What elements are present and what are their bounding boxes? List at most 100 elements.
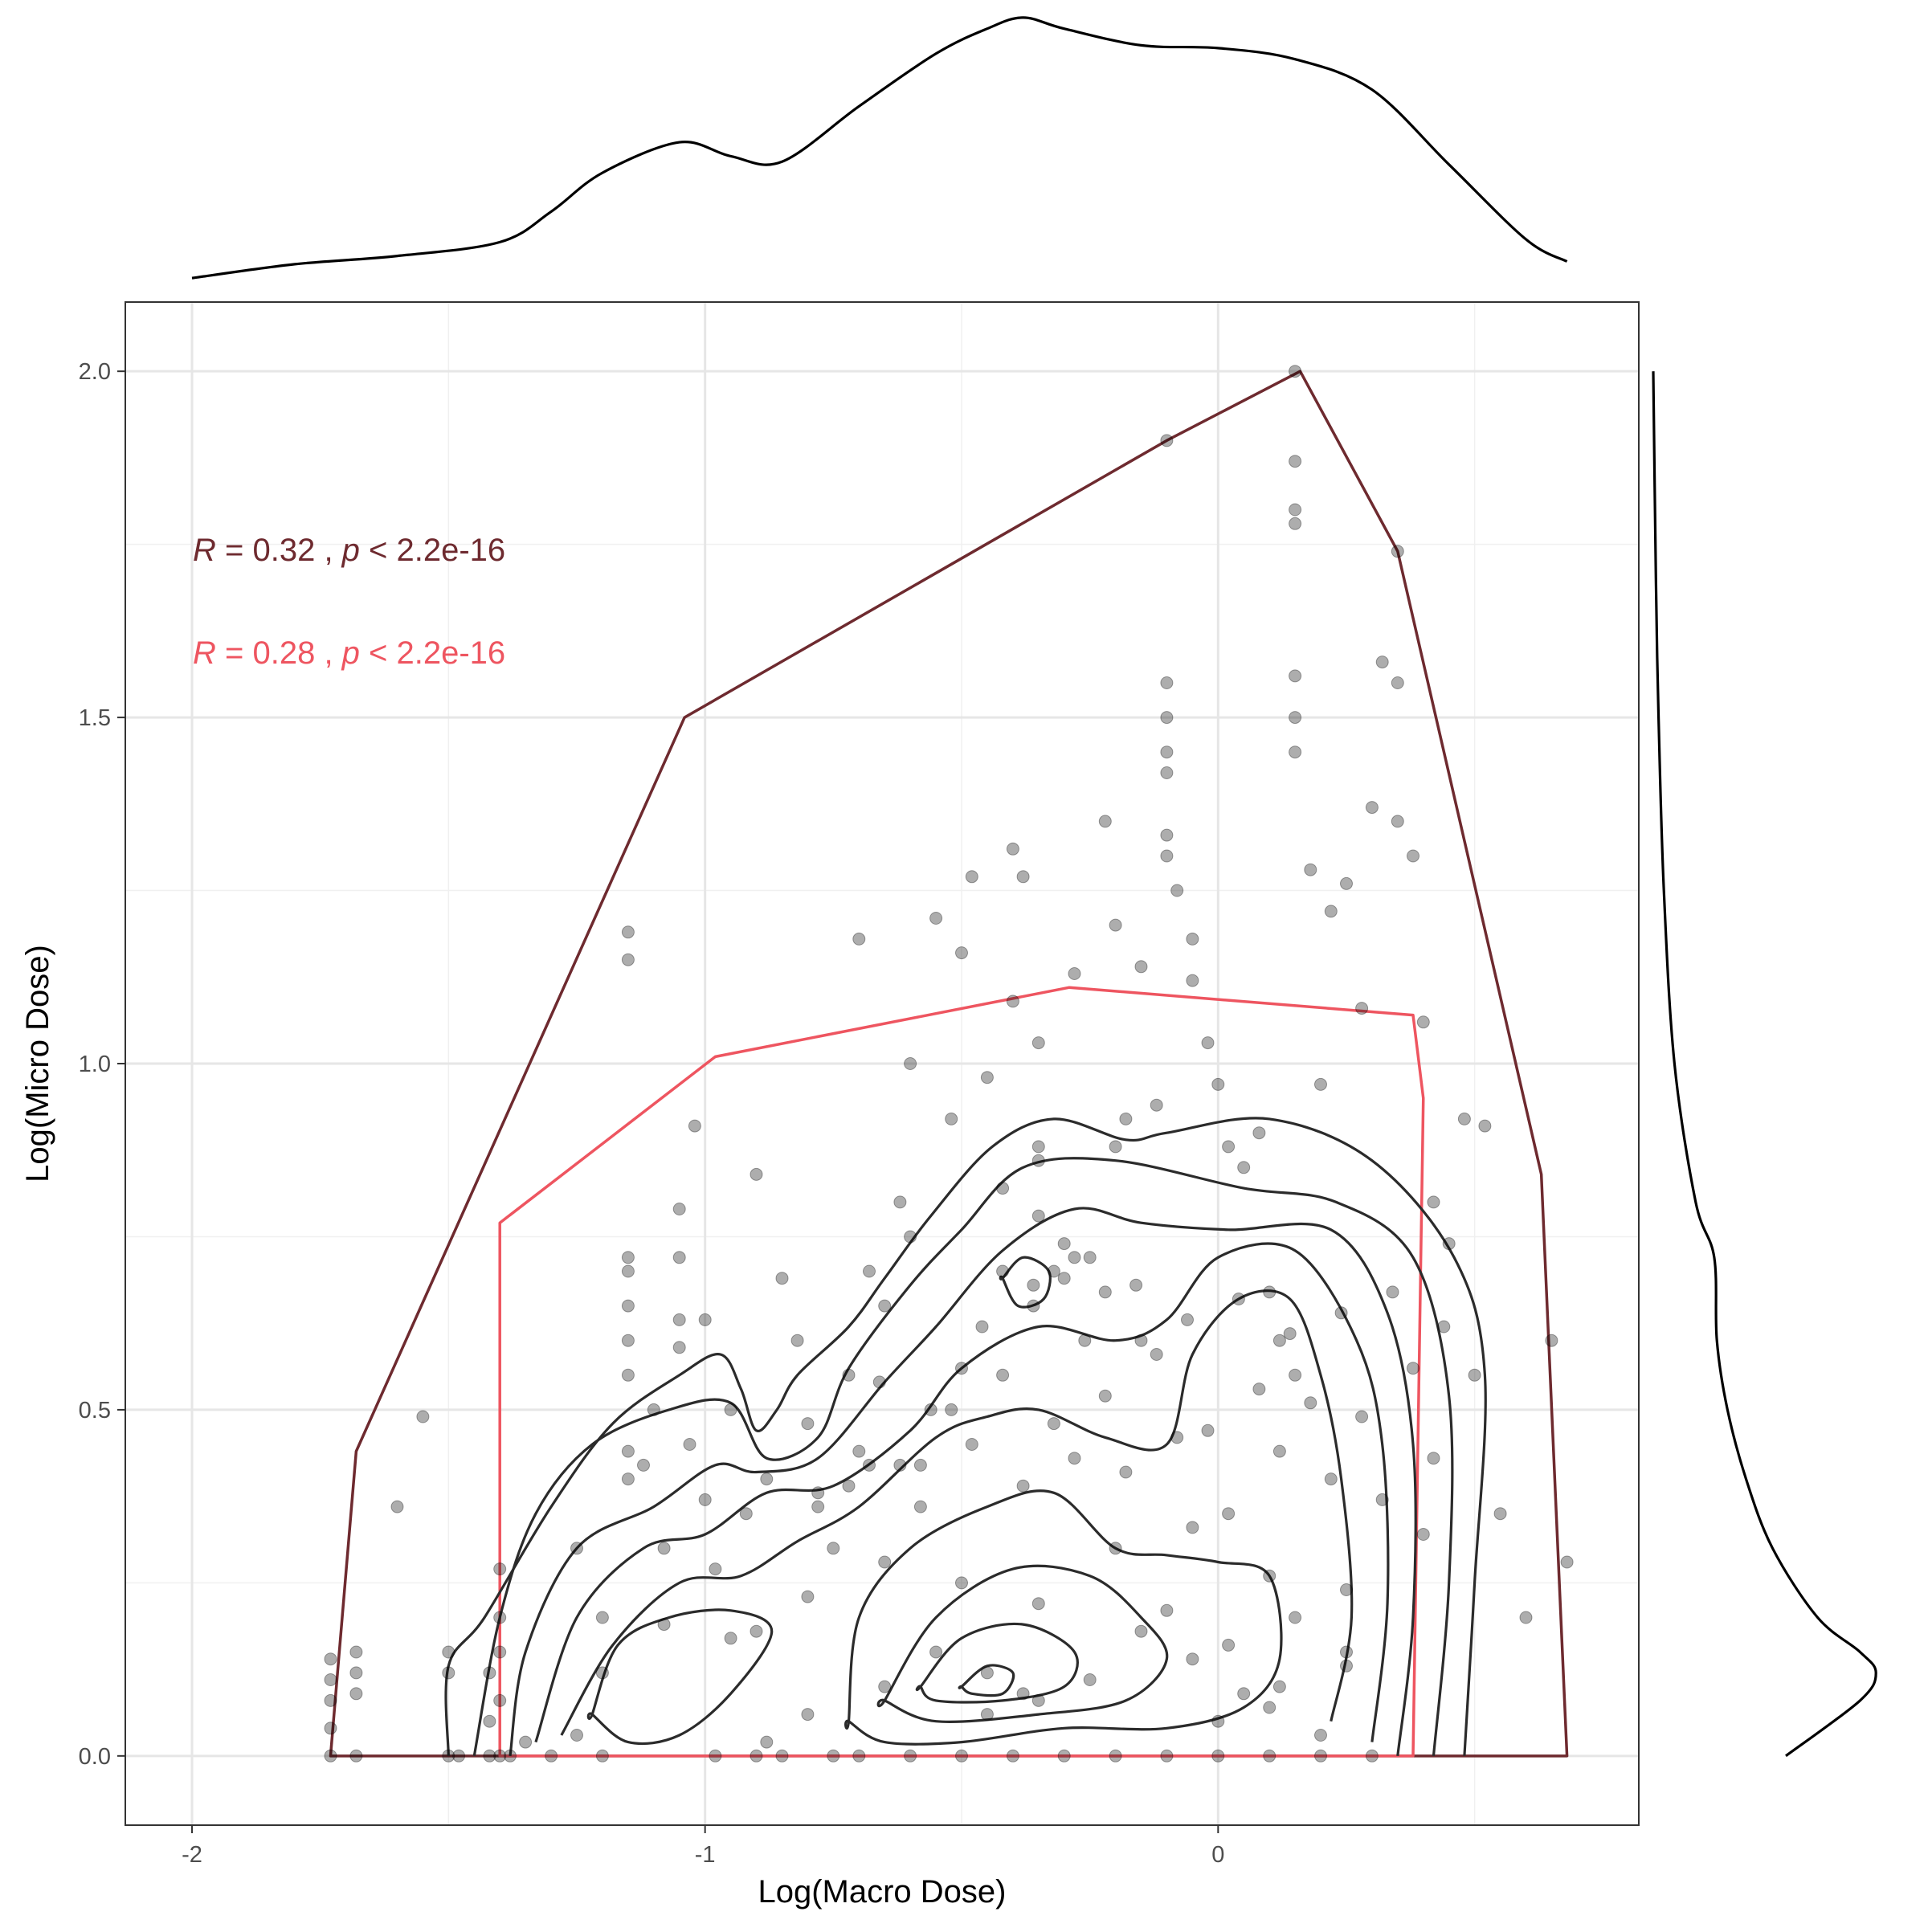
scatter-point bbox=[975, 1320, 989, 1334]
scatter-point bbox=[1006, 1749, 1019, 1762]
scatter-point bbox=[1272, 1444, 1286, 1458]
scatter-point bbox=[1304, 863, 1317, 876]
scatter-point bbox=[493, 1562, 507, 1576]
scatter-point bbox=[1006, 995, 1019, 1008]
scatter-point bbox=[842, 1479, 856, 1493]
scatter-point bbox=[1437, 1320, 1451, 1334]
scatter-point bbox=[672, 1251, 686, 1264]
scatter-point bbox=[1391, 545, 1404, 558]
scatter-point bbox=[996, 1264, 1010, 1278]
scatter-point bbox=[1129, 1278, 1143, 1292]
scatter-point bbox=[1160, 766, 1174, 779]
scatter-point bbox=[442, 1666, 455, 1680]
scatter-point bbox=[811, 1500, 825, 1513]
scatter-point bbox=[1545, 1334, 1558, 1347]
scatter-point bbox=[570, 1542, 583, 1555]
p-label: p bbox=[341, 635, 360, 671]
density-contour bbox=[586, 1608, 774, 1746]
scatter-point bbox=[545, 1749, 558, 1762]
scatter-point bbox=[621, 1264, 635, 1278]
scatter-point bbox=[1027, 1278, 1040, 1292]
scatter-point bbox=[739, 1507, 753, 1521]
scatter-point bbox=[1186, 1652, 1199, 1666]
scatter-point bbox=[827, 1749, 840, 1762]
scatter-point bbox=[493, 1611, 507, 1624]
scatter-point bbox=[1160, 711, 1174, 725]
scatter-point bbox=[811, 1486, 825, 1500]
scatter-point bbox=[1186, 974, 1199, 987]
y-tick-label: 0.5 bbox=[79, 1398, 111, 1423]
scatter-point bbox=[893, 1195, 907, 1209]
scatter-point bbox=[1391, 815, 1404, 828]
scatter-point bbox=[1289, 517, 1302, 530]
scatter-point bbox=[1340, 876, 1353, 890]
scatter-point bbox=[790, 1334, 804, 1347]
contour-layer bbox=[444, 1117, 1487, 1757]
scatter-point bbox=[1016, 1479, 1030, 1493]
scatter-point bbox=[621, 1299, 635, 1313]
scatter-point bbox=[1211, 1749, 1225, 1762]
scatter-point bbox=[1391, 676, 1404, 689]
r-label: R bbox=[193, 635, 216, 671]
scatter-point bbox=[621, 1251, 635, 1264]
scatter-point bbox=[1340, 1583, 1353, 1596]
scatter-point bbox=[1068, 967, 1081, 980]
scatter-point bbox=[955, 1362, 968, 1375]
density-contour bbox=[444, 1117, 1487, 1756]
scatter-point bbox=[621, 1334, 635, 1347]
scatter-point bbox=[1057, 1272, 1071, 1285]
scatter-point bbox=[1160, 434, 1174, 447]
scatter-point bbox=[1457, 1112, 1471, 1125]
scatter-point bbox=[519, 1735, 533, 1749]
scatter-point bbox=[775, 1749, 789, 1762]
scatter-point bbox=[1289, 1368, 1302, 1382]
scatter-point bbox=[621, 1472, 635, 1486]
scatter-point bbox=[1150, 1098, 1163, 1112]
scatter-point bbox=[955, 1749, 968, 1762]
scatter-point bbox=[647, 1403, 660, 1416]
scatter-point bbox=[1289, 455, 1302, 468]
scatter-point bbox=[1478, 1119, 1492, 1133]
scatter-point bbox=[852, 932, 866, 946]
scatter-point bbox=[1340, 1645, 1353, 1659]
scatter-point bbox=[872, 1375, 886, 1389]
y-tick-label: 1.5 bbox=[79, 705, 111, 731]
scatter-point bbox=[483, 1749, 496, 1762]
scatter-point bbox=[698, 1493, 712, 1506]
scatter-point bbox=[1109, 1542, 1122, 1555]
scatter-point bbox=[980, 1071, 994, 1084]
marginal-layer bbox=[191, 16, 1877, 1758]
scatter-point bbox=[688, 1119, 701, 1133]
scatter-point bbox=[324, 1693, 337, 1707]
scatter-point bbox=[1289, 669, 1302, 683]
scatter-point bbox=[842, 1368, 856, 1382]
scatter-point bbox=[1493, 1507, 1507, 1521]
scatter-point bbox=[904, 1749, 917, 1762]
scatter-point bbox=[483, 1666, 496, 1680]
scatter-point bbox=[452, 1749, 466, 1762]
scatter-point bbox=[595, 1666, 609, 1680]
density-contour bbox=[876, 1564, 1169, 1723]
scatter-point bbox=[1427, 1452, 1440, 1465]
scatter-point bbox=[1047, 1264, 1060, 1278]
scatter-point bbox=[1560, 1555, 1574, 1569]
density-contour bbox=[999, 1256, 1052, 1309]
scatter-point bbox=[1031, 1209, 1045, 1223]
scatter-point bbox=[595, 1749, 609, 1762]
scatter-point bbox=[945, 1112, 958, 1125]
p-label: p bbox=[341, 533, 360, 568]
point-layer bbox=[324, 365, 1574, 1762]
scatter-point bbox=[1237, 1687, 1251, 1701]
scatter-point bbox=[1222, 1140, 1236, 1154]
scatter-point bbox=[1314, 1729, 1327, 1742]
scatter-point bbox=[621, 1444, 635, 1458]
scatter-point bbox=[1057, 1237, 1071, 1251]
scatter-point bbox=[324, 1673, 337, 1686]
scatter-point bbox=[1109, 1749, 1122, 1762]
scatter-point bbox=[904, 1057, 917, 1070]
scatter-point bbox=[493, 1645, 507, 1659]
scatter-point bbox=[1170, 884, 1184, 897]
scatter-point bbox=[1324, 905, 1338, 918]
scatter-point bbox=[827, 1542, 840, 1555]
scatter-point bbox=[1119, 1465, 1133, 1479]
